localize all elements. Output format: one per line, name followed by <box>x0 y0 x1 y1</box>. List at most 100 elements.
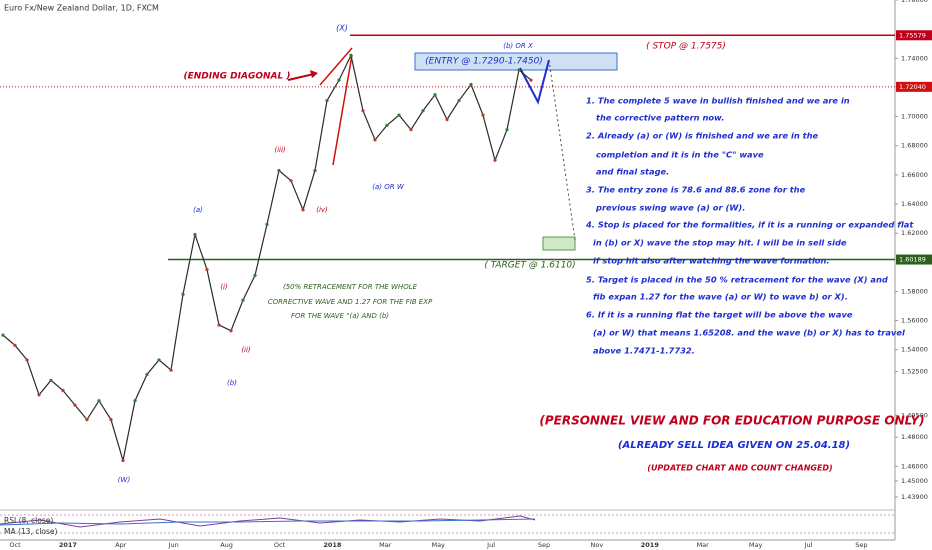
annotation: (b) OR X <box>503 42 533 50</box>
annotation: (a) <box>193 206 203 214</box>
x-tick-label: May <box>431 541 445 549</box>
price-point <box>253 273 257 277</box>
note-line: above 1.7471-1.7732. <box>593 346 695 356</box>
annotation: CORRECTIVE WAVE AND 1.27 FOR THE FIB EXP <box>268 298 433 306</box>
y-tick-label: 1.56000 <box>901 317 928 325</box>
annotation: FOR THE WAVE "(a) AND (b) <box>291 312 389 320</box>
x-tick-label: 2017 <box>59 541 77 549</box>
price-point <box>37 393 41 397</box>
price-point <box>289 179 293 183</box>
annotation: ( STOP @ 1.7575) <box>646 42 726 52</box>
arrow <box>287 73 315 81</box>
price-point <box>13 343 17 347</box>
price-point <box>265 222 269 226</box>
x-tick-label: Mar <box>379 541 392 549</box>
price-point <box>1 333 5 337</box>
y-tick-label: 1.66000 <box>901 171 928 179</box>
note-line: and final stage. <box>596 167 669 177</box>
x-tick-label: Sep <box>855 541 867 549</box>
note-line: completion and it is in the "C" wave <box>596 150 764 160</box>
price-point <box>157 358 161 362</box>
note-line: 6. If it is a running flat the target wi… <box>586 310 853 320</box>
price-point <box>181 292 185 296</box>
price-point <box>433 93 437 97</box>
price-point <box>277 168 281 173</box>
y-tick-label: 1.54000 <box>901 346 928 354</box>
y-tick-label: 1.48000 <box>901 433 928 441</box>
annotation: (X) <box>336 24 348 33</box>
price-point <box>229 329 233 333</box>
level-label: 1.75579 <box>899 31 926 39</box>
annotation: ( TARGET @ 1.6110) <box>484 261 575 271</box>
price-point <box>445 117 449 122</box>
note-line: previous swing wave (a) or (W). <box>595 203 745 213</box>
annotation: (a) OR W <box>372 183 405 191</box>
price-point <box>169 368 173 372</box>
annotation: (W) <box>118 476 131 484</box>
diagonal-line <box>332 54 353 166</box>
x-tick-label: Mar <box>697 541 710 549</box>
y-tick-label: 1.62000 <box>901 229 928 237</box>
annotation: (ii) <box>241 346 251 354</box>
level-tag <box>896 254 932 265</box>
note-line: 1. The complete 5 wave in bullish finish… <box>586 96 850 106</box>
rsi-ma-line <box>0 518 536 526</box>
y-tick-label: 1.52500 <box>901 368 928 376</box>
price-point <box>385 123 389 127</box>
price-point <box>205 267 209 272</box>
price-point <box>361 109 365 113</box>
indicator-label: RSI (8, close) <box>4 516 53 525</box>
chart-title: Euro Fx/New Zealand Dollar, 1D, FXCM <box>4 4 159 13</box>
price-point <box>493 158 497 162</box>
price-point <box>517 68 521 72</box>
y-tick-label: 1.45000 <box>901 477 928 485</box>
annotation: (b) <box>227 379 237 387</box>
price-point <box>49 378 53 382</box>
entry-zone <box>414 52 618 71</box>
y-tick-label: 1.43900 <box>901 493 928 501</box>
annotation: (iv) <box>316 206 328 214</box>
price-point <box>301 208 305 212</box>
y-tick-label: 1.46000 <box>901 462 928 470</box>
y-tick-label: 1.78000 <box>901 0 928 4</box>
annotation: (i) <box>220 283 228 291</box>
y-tick-label: 1.74000 <box>901 54 928 62</box>
annotation: (ALREADY SELL IDEA GIVEN ON 25.04.18) <box>618 440 850 451</box>
note-line: fib expan 1.27 for the wave (a) or W) to… <box>593 292 848 302</box>
y-tick-label: 1.58000 <box>901 287 928 295</box>
x-tick-label: Jun <box>168 541 179 549</box>
x-tick-label: Sep <box>538 541 550 549</box>
note-line: 5. Target is placed in the 50 % retracem… <box>586 275 889 285</box>
price-point <box>325 98 329 103</box>
price-point <box>337 78 341 82</box>
price-point <box>193 233 197 237</box>
x-tick-label: Jul <box>486 541 495 549</box>
note-line: (a) or W) that means 1.65208. and the wa… <box>593 328 905 338</box>
diagonal-line <box>319 47 353 86</box>
level-tag <box>896 30 932 41</box>
x-tick-label: May <box>749 541 763 549</box>
y-tick-label: 1.64000 <box>901 200 928 208</box>
price-point <box>409 128 413 132</box>
level-label: 1.72040 <box>899 83 926 91</box>
y-tick-label: 1.68000 <box>901 142 928 150</box>
x-tick-label: 2018 <box>323 541 342 549</box>
note-line: if stop hit also after watching the wave… <box>593 256 830 266</box>
x-tick-label: 2019 <box>641 541 660 549</box>
price-point <box>421 109 425 113</box>
x-tick-label: Nov <box>591 541 604 549</box>
price-point <box>133 399 137 403</box>
y-tick-label: 1.49500 <box>901 411 928 419</box>
price-point <box>145 372 149 377</box>
x-tick-label: Oct <box>274 541 286 549</box>
annotation: (iii) <box>274 146 286 154</box>
price-point <box>529 78 533 82</box>
price-point <box>241 298 245 302</box>
note-line: 4. Stop is placed for the formalities, i… <box>585 220 914 230</box>
note-line: 2. Already (a) or (W) is finished and we… <box>586 131 818 141</box>
price-point <box>313 168 317 173</box>
price-point <box>109 418 113 422</box>
y-tick-label: 1.70000 <box>901 113 928 121</box>
annotation: (ENDING DIAGONAL ) <box>184 72 291 82</box>
